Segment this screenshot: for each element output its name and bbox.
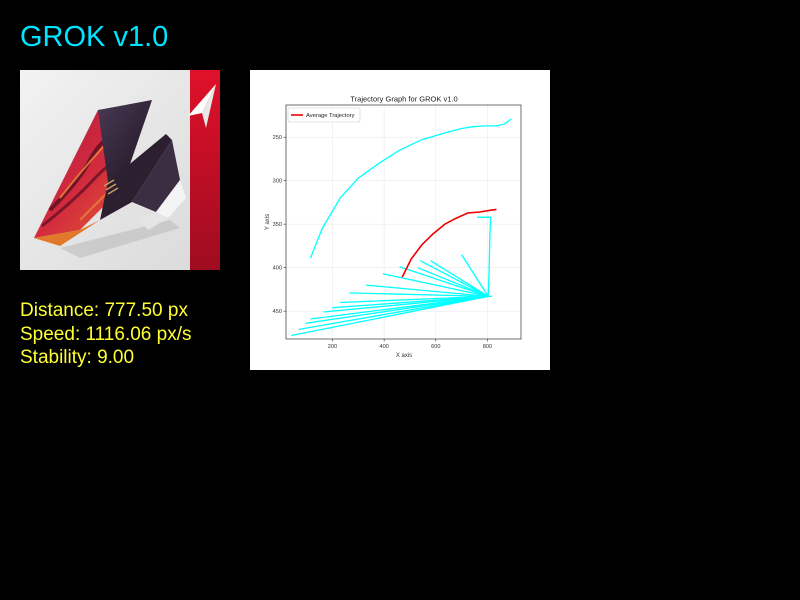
x-tick-label: 800 [483,344,492,350]
flight-stats: Distance: 777.50 px Speed: 1116.06 px/s … [20,299,191,370]
chart-title: Trajectory Graph for GROK v1.0 [350,95,457,104]
trajectory-line [340,295,489,304]
y-tick-label: 450 [273,309,282,315]
trajectory-line [461,254,489,297]
stability-stat: Stability: 9.00 [20,347,135,368]
trajectory-line [419,260,489,297]
trajectory-line [309,118,512,259]
trajectory-line [477,216,493,298]
trajectory-chart-svg: Trajectory Graph for GROK v1.0 200 400 600… [265,95,522,359]
average-trajectory-line [401,208,497,278]
tick-layer: 200 400 600 800 250 300 350 400 450 [273,135,492,350]
series-layer [291,118,512,337]
legend-label: Average Trajectory [306,113,355,119]
y-tick-label: 400 [273,266,282,272]
x-tick-label: 600 [431,344,440,350]
x-tick-label: 400 [379,344,388,350]
plot-frame [285,104,522,340]
trajectory-chart: Trajectory Graph for GROK v1.0 200 400 600… [250,70,550,370]
y-tick-label: 250 [273,135,282,141]
y-axis-label: Y axis [265,214,271,230]
trajectory-line [298,295,489,331]
x-axis-label: X axis [396,353,412,359]
y-tick-label: 350 [273,222,282,228]
legend-box [287,107,361,123]
trajectory-line [417,267,489,298]
speed-stat: Speed: 1116.06 px/s [20,323,192,345]
trajectory-line [291,295,489,337]
y-tick-label: 300 [273,179,282,185]
app-title: GROK v1.0 [20,21,169,53]
distance-stat: Distance: 777.50 px [20,300,188,321]
trajectory-line [323,295,489,313]
trajectory-line [382,273,489,298]
chart-legend: Average Trajectory [287,107,361,123]
paper-airplane-logo [20,70,220,270]
x-tick-label: 200 [328,344,337,350]
trajectory-line [430,260,489,297]
paper-airplane-icon [188,84,216,128]
trajectory-line [399,266,489,298]
trajectory-line [305,295,489,324]
trajectory-line [349,292,489,298]
trajectory-line [366,284,489,298]
app-logo [20,70,220,270]
